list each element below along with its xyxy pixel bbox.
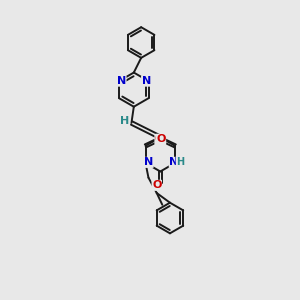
Text: N: N (169, 158, 178, 167)
Text: N: N (117, 76, 126, 86)
Text: H: H (120, 116, 130, 126)
Text: N: N (142, 76, 151, 86)
Text: H: H (176, 158, 184, 167)
Text: O: O (152, 180, 161, 190)
Text: O: O (156, 134, 166, 144)
Text: N: N (144, 158, 153, 167)
Text: O: O (155, 134, 164, 144)
